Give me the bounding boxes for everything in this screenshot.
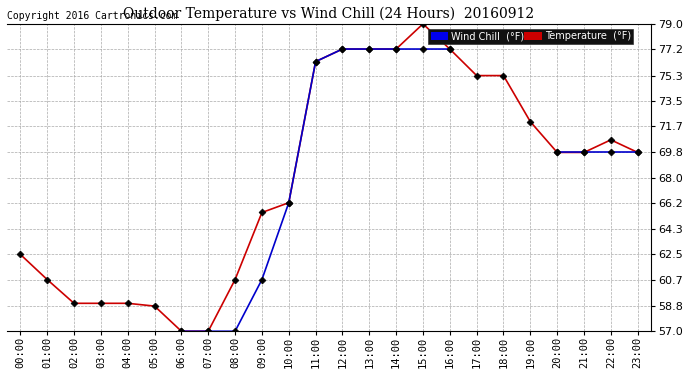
Title: Outdoor Temperature vs Wind Chill (24 Hours)  20160912: Outdoor Temperature vs Wind Chill (24 Ho…: [124, 7, 535, 21]
Text: Copyright 2016 Cartronics.com: Copyright 2016 Cartronics.com: [7, 11, 177, 21]
Legend: Wind Chill  (°F), Temperature  (°F): Wind Chill (°F), Temperature (°F): [428, 29, 633, 44]
